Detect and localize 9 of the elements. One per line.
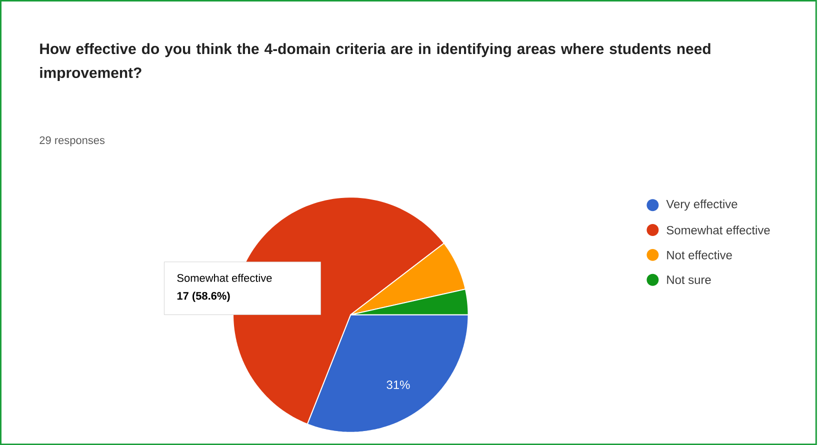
legend-label: Very effective xyxy=(666,199,738,211)
data-label: 17 (58.6%) xyxy=(177,292,230,302)
data-label: 31% xyxy=(386,380,410,389)
text: 29 responses xyxy=(40,136,105,146)
chart-title: How effective do you think the 4-domain criteria are in identifying areas where students need improvement? xyxy=(40,43,710,81)
legend-label: Not effective xyxy=(667,250,732,260)
legend-label: Somewhat effective xyxy=(666,226,770,234)
slice-label: Somewhat effective xyxy=(177,274,272,282)
legend-label: Not sure xyxy=(667,276,711,284)
